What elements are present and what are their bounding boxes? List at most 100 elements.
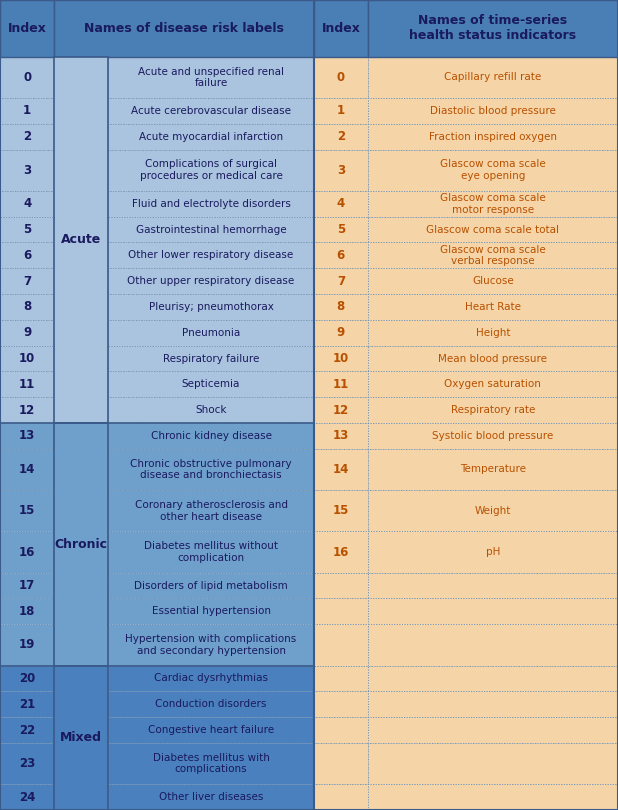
- Text: Index: Index: [321, 22, 360, 35]
- Text: 2: 2: [23, 130, 32, 143]
- Bar: [0, 346, 54, 372]
- Bar: [368, 784, 618, 810]
- Bar: [54, 666, 108, 691]
- Bar: [0, 124, 54, 150]
- Text: 9: 9: [337, 326, 345, 339]
- Bar: [108, 625, 314, 666]
- Text: Essential hypertension: Essential hypertension: [151, 607, 271, 616]
- Text: 7: 7: [23, 275, 32, 288]
- Text: 2: 2: [337, 130, 345, 143]
- Bar: [0, 294, 54, 320]
- Text: Glascow coma scale
eye opening: Glascow coma scale eye opening: [440, 160, 546, 181]
- Bar: [314, 449, 368, 490]
- Bar: [368, 531, 618, 573]
- Text: 14: 14: [19, 463, 35, 476]
- Bar: [54, 666, 108, 810]
- Text: Pneumonia: Pneumonia: [182, 328, 240, 338]
- Bar: [368, 242, 618, 268]
- Text: Glucose: Glucose: [472, 276, 514, 286]
- Text: 11: 11: [332, 377, 349, 391]
- Text: 5: 5: [337, 223, 345, 236]
- Bar: [54, 573, 108, 599]
- Bar: [54, 490, 108, 531]
- Text: 10: 10: [19, 352, 35, 365]
- Text: 12: 12: [19, 403, 35, 416]
- Bar: [108, 124, 314, 150]
- Bar: [54, 57, 108, 423]
- Bar: [54, 423, 108, 449]
- Text: 9: 9: [23, 326, 32, 339]
- Bar: [54, 150, 108, 191]
- Bar: [0, 449, 54, 490]
- Bar: [108, 268, 314, 294]
- Bar: [0, 397, 54, 423]
- Bar: [108, 242, 314, 268]
- Text: Index: Index: [8, 22, 46, 35]
- Text: 4: 4: [23, 198, 32, 211]
- Bar: [0, 666, 54, 691]
- Bar: [314, 717, 368, 743]
- Text: Height: Height: [476, 328, 510, 338]
- Text: Diabetes mellitus without
complication: Diabetes mellitus without complication: [144, 541, 278, 563]
- Bar: [368, 320, 618, 346]
- Bar: [0, 98, 54, 124]
- Text: 19: 19: [19, 638, 35, 651]
- Bar: [108, 717, 314, 743]
- Text: 0: 0: [23, 70, 32, 84]
- Text: 1: 1: [337, 104, 345, 117]
- Bar: [54, 98, 108, 124]
- Text: Other upper respiratory disease: Other upper respiratory disease: [127, 276, 295, 286]
- Bar: [368, 691, 618, 717]
- Text: Chronic kidney disease: Chronic kidney disease: [151, 431, 271, 441]
- Bar: [54, 0, 314, 57]
- Bar: [108, 150, 314, 191]
- Bar: [314, 372, 368, 397]
- Bar: [314, 625, 368, 666]
- Text: Disorders of lipid metabolism: Disorders of lipid metabolism: [134, 581, 288, 590]
- Text: 11: 11: [19, 377, 35, 391]
- Bar: [368, 0, 618, 57]
- Bar: [368, 268, 618, 294]
- Bar: [314, 0, 368, 57]
- Text: 24: 24: [19, 791, 35, 804]
- Bar: [368, 599, 618, 625]
- Text: 23: 23: [19, 757, 35, 770]
- Bar: [314, 423, 368, 449]
- Bar: [108, 599, 314, 625]
- Bar: [108, 743, 314, 784]
- Bar: [108, 490, 314, 531]
- Text: Glascow coma scale total: Glascow coma scale total: [426, 224, 559, 235]
- Bar: [368, 191, 618, 216]
- Bar: [108, 320, 314, 346]
- Bar: [54, 191, 108, 216]
- Text: 15: 15: [332, 505, 349, 518]
- Bar: [54, 372, 108, 397]
- Text: 3: 3: [23, 164, 32, 177]
- Text: 5: 5: [23, 223, 32, 236]
- Bar: [54, 531, 108, 573]
- Bar: [54, 320, 108, 346]
- Bar: [368, 423, 618, 449]
- Bar: [314, 124, 368, 150]
- Bar: [0, 191, 54, 216]
- Bar: [314, 268, 368, 294]
- Text: 18: 18: [19, 605, 35, 618]
- Bar: [368, 717, 618, 743]
- Text: Other lower respiratory disease: Other lower respiratory disease: [129, 250, 294, 260]
- Bar: [314, 191, 368, 216]
- Bar: [314, 346, 368, 372]
- Bar: [54, 599, 108, 625]
- Text: 13: 13: [19, 429, 35, 442]
- Bar: [108, 449, 314, 490]
- Bar: [314, 743, 368, 784]
- Text: 3: 3: [337, 164, 345, 177]
- Text: 15: 15: [19, 505, 35, 518]
- Text: Names of disease risk labels: Names of disease risk labels: [84, 22, 284, 35]
- Bar: [314, 216, 368, 242]
- Text: 10: 10: [332, 352, 349, 365]
- Text: 8: 8: [23, 301, 32, 313]
- Text: Acute myocardial infarction: Acute myocardial infarction: [139, 132, 283, 142]
- Bar: [0, 268, 54, 294]
- Bar: [314, 573, 368, 599]
- Bar: [54, 268, 108, 294]
